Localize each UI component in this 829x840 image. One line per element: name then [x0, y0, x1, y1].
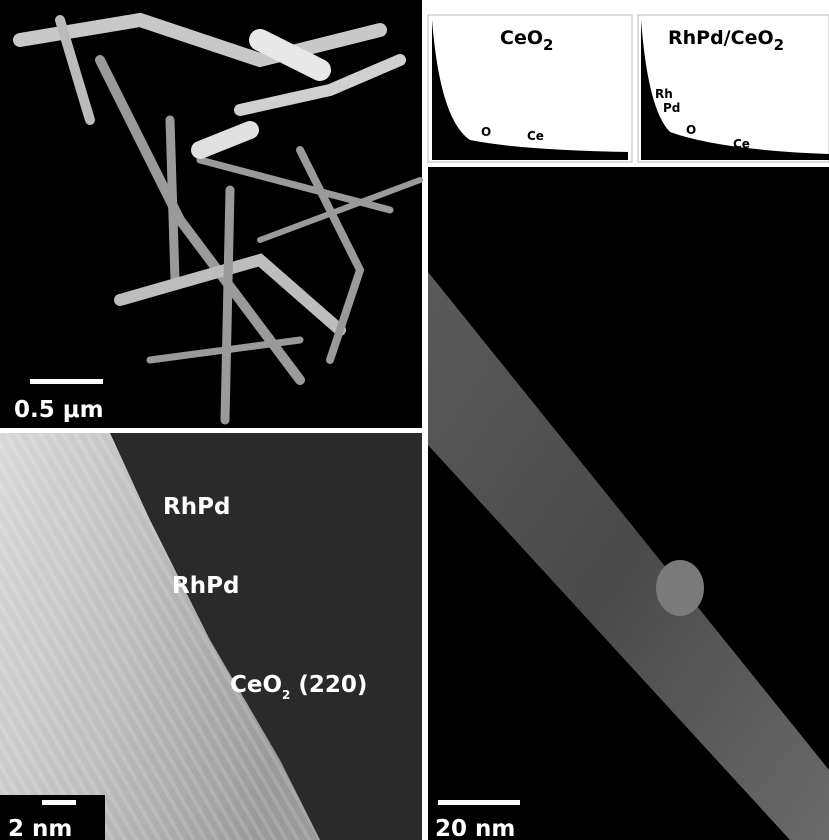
scale-bar: [438, 800, 520, 805]
lattice-label: RhPd: [163, 494, 230, 520]
lattice-label: CeO2 (220): [230, 672, 367, 702]
lattice-panel: RhPd RhPd CeO2 (220) 2 nm: [0, 433, 422, 840]
peak-label: O: [481, 125, 491, 139]
peak-label: O: [686, 123, 696, 137]
particle: [656, 560, 704, 616]
scale-label: 20 nm: [435, 816, 515, 840]
spectrum-panel: CeO2 O Ce: [428, 15, 632, 162]
peak-label: Ce: [527, 129, 544, 143]
scale-label: 2 nm: [8, 816, 72, 840]
spectrum-panel: RhPd/CeO2 Rh Pd O Ce: [638, 15, 829, 162]
overview-panel: 0.5 μm: [0, 0, 422, 428]
overview-image: [0, 0, 422, 428]
scale-label: 0.5 μm: [14, 397, 104, 423]
lattice-label: RhPd: [172, 573, 239, 599]
nanorod-panel: 20 nm: [428, 167, 829, 840]
peak-label: Rh: [655, 87, 673, 101]
figure: 0.5 μm CeO2 O Ce RhPd/CeO2 Rh Pd O Ce Rh…: [0, 0, 829, 840]
scale-bar: [30, 379, 103, 384]
peak-label: Pd: [663, 101, 680, 115]
peak-label: Ce: [733, 137, 750, 151]
scale-bar: [42, 800, 76, 805]
